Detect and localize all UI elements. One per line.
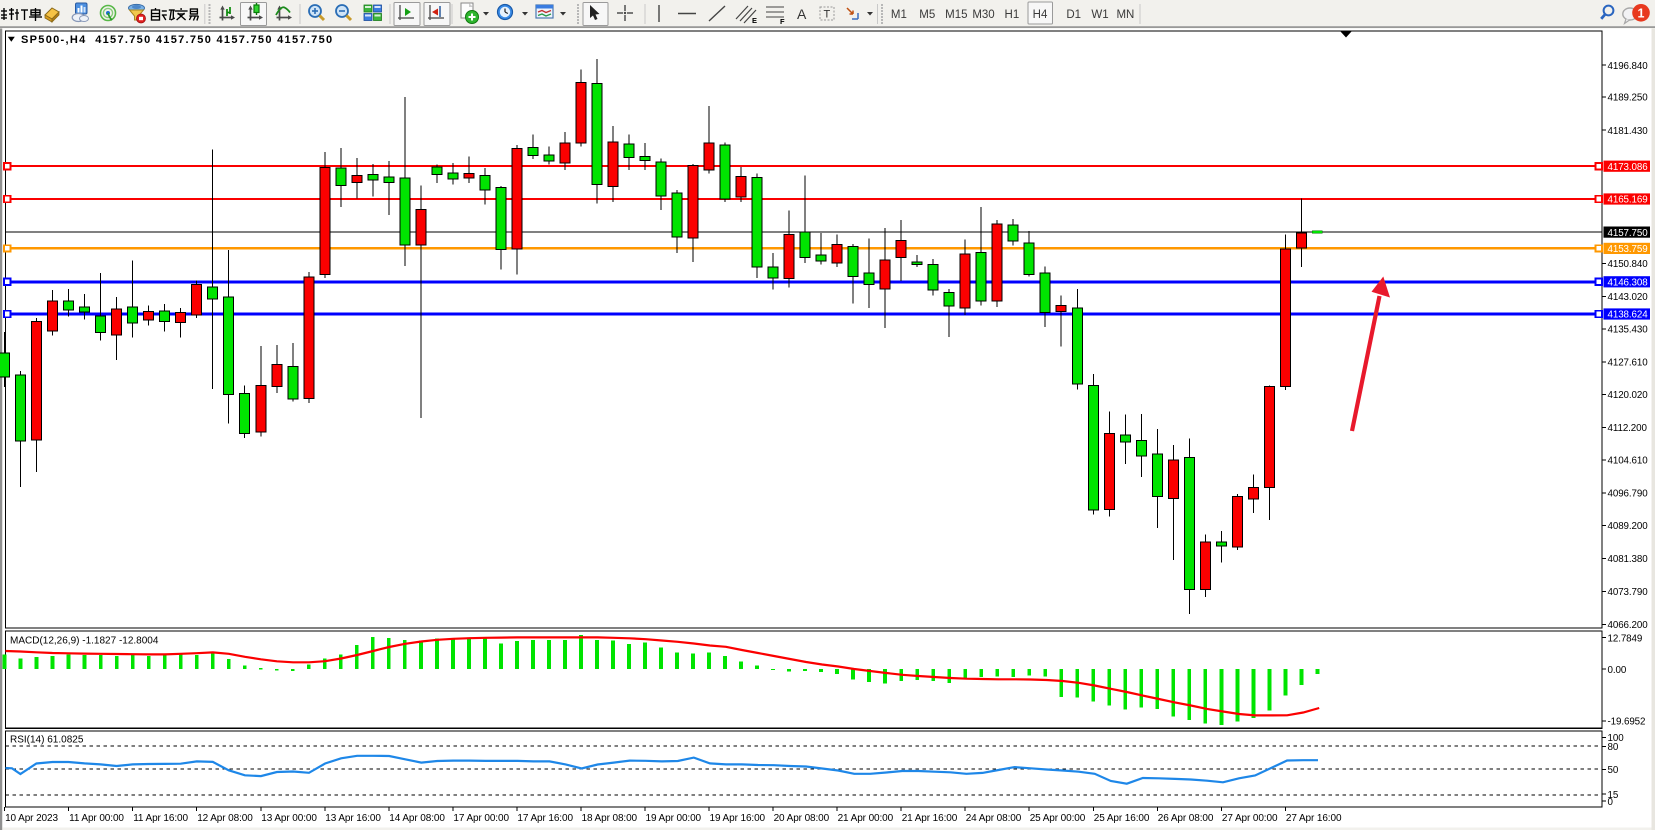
svg-text:4081.380: 4081.380 [1608,554,1649,565]
svg-text:4153.759: 4153.759 [1608,244,1648,255]
svg-text:0: 0 [1608,797,1614,808]
svg-text:11 Apr 00:00: 11 Apr 00:00 [69,813,124,824]
svg-text:10 Apr 2023: 10 Apr 2023 [5,813,58,824]
svg-text:H1: H1 [1005,9,1020,21]
svg-text:4157.750: 4157.750 [1608,228,1649,239]
svg-text:11 Apr 16:00: 11 Apr 16:00 [133,813,188,824]
svg-text:4196.840: 4196.840 [1608,61,1649,72]
svg-text:T: T [824,9,831,21]
svg-text:M30: M30 [972,9,994,21]
svg-text:W1: W1 [1091,9,1108,21]
svg-text:27 Apr 16:00: 27 Apr 16:00 [1286,813,1342,824]
svg-text:SP500-,H4 4157.750 4157.750 4: SP500-,H4 4157.750 4157.750 4157.750 415… [21,34,333,46]
svg-text:14 Apr 08:00: 14 Apr 08:00 [389,813,445,824]
svg-text:4150.840: 4150.840 [1608,259,1649,270]
svg-text:M1: M1 [891,9,907,21]
svg-text:17 Apr 00:00: 17 Apr 00:00 [453,813,509,824]
svg-text:4181.430: 4181.430 [1608,126,1649,137]
svg-text:4146.308: 4146.308 [1608,278,1649,289]
svg-text:4120.020: 4120.020 [1608,390,1649,401]
svg-text:17 Apr 16:00: 17 Apr 16:00 [517,813,573,824]
svg-text:MACD(12,26,9) -1.1827 -12.8004: MACD(12,26,9) -1.1827 -12.8004 [10,636,159,647]
svg-text:E: E [752,16,757,25]
svg-text:13 Apr 16:00: 13 Apr 16:00 [325,813,381,824]
svg-text:27 Apr 00:00: 27 Apr 00:00 [1222,813,1278,824]
svg-text:13 Apr 00:00: 13 Apr 00:00 [261,813,317,824]
svg-text:21 Apr 00:00: 21 Apr 00:00 [838,813,894,824]
svg-text:20 Apr 08:00: 20 Apr 08:00 [774,813,830,824]
svg-text:25 Apr 16:00: 25 Apr 16:00 [1094,813,1150,824]
svg-text:100: 100 [1608,733,1625,744]
svg-text:25 Apr 00:00: 25 Apr 00:00 [1030,813,1086,824]
svg-text:4089.200: 4089.200 [1608,521,1649,532]
svg-text:12 Apr 08:00: 12 Apr 08:00 [197,813,253,824]
svg-text:4066.200: 4066.200 [1608,620,1649,631]
svg-text:4189.250: 4189.250 [1608,93,1649,104]
svg-text:MN: MN [1116,9,1134,21]
svg-text:4112.200: 4112.200 [1608,423,1648,434]
svg-text:4165.169: 4165.169 [1608,195,1648,206]
svg-text:15: 15 [1608,790,1619,801]
svg-text:D1: D1 [1066,9,1081,21]
svg-text:4138.624: 4138.624 [1608,310,1649,321]
svg-text:0.00: 0.00 [1608,665,1627,676]
svg-text:RSI(14) 61.0825: RSI(14) 61.0825 [10,735,84,746]
svg-text:4096.790: 4096.790 [1608,489,1649,500]
svg-text:H4: H4 [1033,9,1048,21]
svg-text:4104.610: 4104.610 [1608,456,1649,467]
svg-text:19 Apr 16:00: 19 Apr 16:00 [710,813,766,824]
svg-text:80: 80 [1608,742,1619,753]
svg-text:19 Apr 00:00: 19 Apr 00:00 [646,813,702,824]
svg-text:26 Apr 08:00: 26 Apr 08:00 [1158,813,1214,824]
svg-text:4073.790: 4073.790 [1608,587,1649,598]
svg-text:4127.610: 4127.610 [1608,358,1649,369]
svg-text:A: A [797,6,807,22]
svg-text:4135.430: 4135.430 [1608,325,1649,336]
svg-text:50: 50 [1608,765,1619,776]
svg-text:4143.020: 4143.020 [1608,292,1649,303]
svg-text:21 Apr 16:00: 21 Apr 16:00 [902,813,958,824]
svg-text:1: 1 [1638,6,1645,20]
svg-text:F: F [780,17,785,26]
svg-text:12.7849: 12.7849 [1608,633,1643,644]
svg-text:24 Apr 08:00: 24 Apr 08:00 [966,813,1022,824]
svg-text:-19.6952: -19.6952 [1608,717,1646,728]
svg-text:18 Apr 08:00: 18 Apr 08:00 [582,813,638,824]
svg-text:M5: M5 [919,9,935,21]
svg-text:M15: M15 [945,9,967,21]
svg-text:4173.086: 4173.086 [1608,162,1649,173]
